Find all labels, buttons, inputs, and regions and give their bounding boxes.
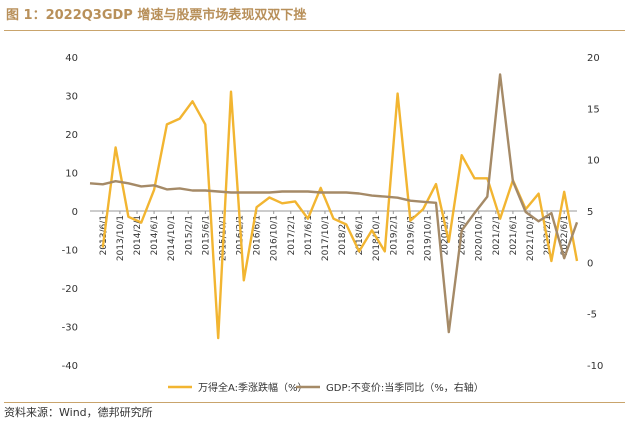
x-tick-label: 2021/6/1: [509, 215, 519, 255]
source-note: 资料来源：Wind，德邦研究所: [4, 406, 153, 419]
x-tick-label: 2021/10/1: [526, 215, 536, 261]
y-right-tick-label: 10: [587, 156, 600, 167]
x-tick-label: 2013/10/1: [116, 215, 126, 261]
y-left-tick-label: -40: [62, 361, 78, 372]
y-right-tick-label: 0: [587, 258, 593, 269]
x-tick-label: 2014/2/1: [133, 215, 143, 255]
x-tick-label: 2022/2/1: [543, 215, 553, 255]
x-tick-label: 2017/2/1: [287, 215, 297, 255]
series-line-wind-a: [101, 90, 579, 340]
y-right-tick-label: -10: [587, 361, 603, 372]
x-tick-label: 2020/2/1: [441, 215, 451, 255]
x-tick-label: 2015/2/1: [184, 215, 194, 255]
y-left-tick-label: 10: [65, 169, 78, 180]
x-tick-label: 2017/6/1: [304, 215, 314, 255]
x-tick-label: 2020/10/1: [475, 215, 485, 261]
legend-label: 万得全A:季涨跌幅（%）: [198, 381, 308, 394]
x-tick-label: 2019/10/1: [423, 215, 433, 261]
x-tick-label: 2016/6/1: [253, 215, 263, 255]
y-left-tick-label: -30: [62, 323, 78, 334]
x-tick-label: 2020/6/1: [458, 215, 468, 255]
x-tick-label: 2022/6/1: [560, 215, 570, 255]
x-tick-label: 2019/6/1: [406, 215, 416, 255]
y-left-tick-label: -20: [62, 284, 78, 295]
y-left-tick-label: 20: [65, 130, 78, 141]
x-tick-label: 2014/6/1: [150, 215, 160, 255]
x-tick-label: 2021/2/1: [492, 215, 502, 255]
y-left-tick-label: 0: [72, 207, 78, 218]
y-right-tick-label: 20: [587, 53, 600, 64]
y-right-tick-label: 15: [587, 104, 600, 115]
source-divider: [4, 402, 625, 403]
x-tick-label: 2018/6/1: [355, 215, 365, 255]
legend-label: GDP:不变价:当季同比（%，右轴）: [326, 381, 484, 394]
x-tick-label: 2019/2/1: [389, 215, 399, 255]
x-tick-label: 2015/6/1: [201, 215, 211, 255]
y-left-tick-label: 30: [65, 92, 78, 103]
x-tick-label: 2018/2/1: [338, 215, 348, 255]
series-line-gdp: [89, 73, 579, 334]
x-tick-label: 2014/10/1: [167, 215, 177, 261]
title-divider: [4, 30, 625, 31]
y-left-tick-label: 40: [65, 53, 78, 64]
y-right-tick-label: 5: [587, 207, 593, 218]
chart-title: 图 1：2022Q3GDP 增速与股票市场表现双双下挫: [6, 8, 307, 23]
x-tick-label: 2017/10/1: [321, 215, 331, 261]
y-right-tick-label: -5: [587, 310, 597, 321]
y-left-tick-label: -10: [62, 246, 78, 257]
x-tick-label: 2016/10/1: [270, 215, 280, 261]
